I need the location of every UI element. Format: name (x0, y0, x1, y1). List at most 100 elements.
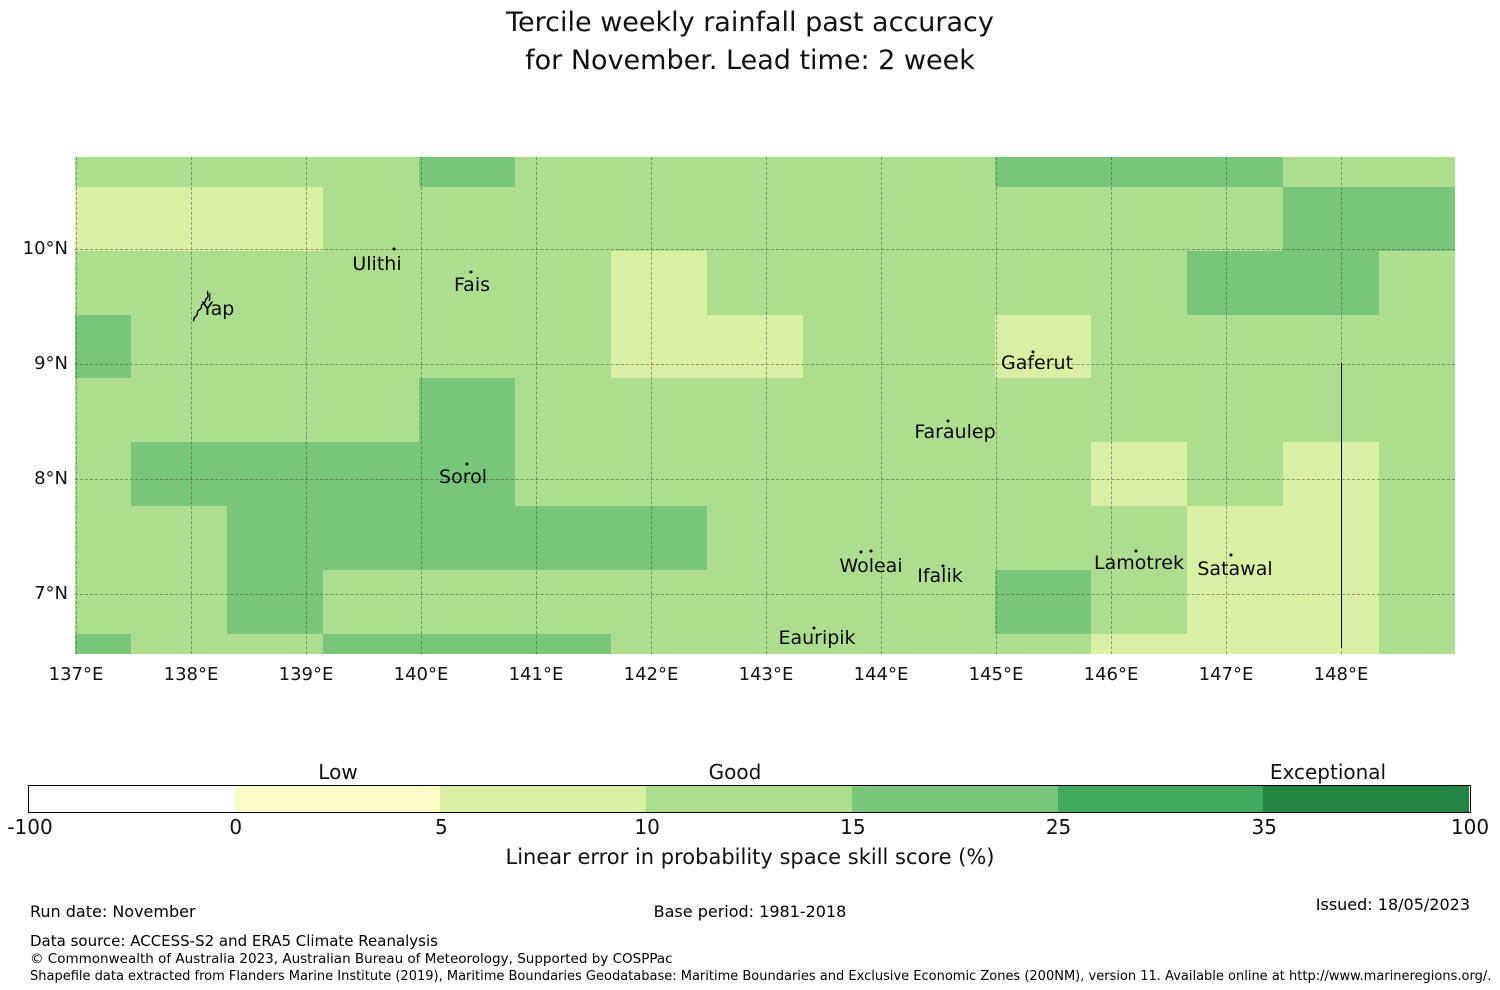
island-label: Satawal (1197, 558, 1273, 580)
map-canvas: Ulithi Fais Yap Gaferut Faraulep Sorol Woleai I… (75, 157, 1455, 654)
grid-cell (1283, 506, 1379, 570)
island-label: Yap (201, 298, 235, 320)
grid-cell (1379, 187, 1455, 251)
grid-cell (707, 315, 803, 378)
colorbar-segment (1057, 786, 1264, 812)
grid-cell (1091, 634, 1187, 654)
grid-cell (419, 378, 515, 442)
grid-cell (611, 506, 707, 570)
island-dot (941, 564, 945, 568)
grid-cell (75, 315, 131, 378)
colorbar-segment (646, 786, 853, 812)
colorbar-tick-label: 35 (1251, 815, 1277, 839)
grid-cell (323, 634, 419, 654)
grid-cell (227, 570, 323, 634)
colorbar-segment (234, 786, 441, 812)
grid-cell (995, 157, 1091, 187)
meridian-gridline (1226, 157, 1227, 654)
grid-cell (227, 187, 323, 251)
grid-cell (995, 570, 1091, 634)
grid-cell (1283, 570, 1379, 634)
run-date-text: Run date: November (30, 902, 196, 921)
colorbar-tick-label: 5 (435, 815, 448, 839)
grid-cell (1187, 634, 1283, 654)
colorbar-segment (440, 786, 647, 812)
colorbar-tick-label: 100 (1450, 815, 1490, 839)
colorbar-segment (29, 786, 236, 812)
grid-cell (995, 315, 1091, 378)
x-tick-label: 146°E (1083, 664, 1139, 685)
grid-cell (1283, 187, 1379, 251)
grid-cell (227, 442, 323, 506)
island-label: Sorol (439, 466, 487, 488)
issued-date-text: Issued: 18/05/2023 (1315, 895, 1470, 914)
colorbar (28, 785, 1471, 813)
island-label: Faraulep (914, 421, 996, 443)
colorbar-segment (851, 786, 1059, 812)
x-tick-label: 143°E (738, 664, 794, 685)
colorbar-tick-label: 10 (634, 815, 660, 839)
island-label: Woleai (839, 555, 903, 577)
figure-title-line2: for November. Lead time: 2 week (525, 45, 975, 76)
grid-cell (1091, 157, 1187, 187)
figure-title-line1: Tercile weekly rainfall past accuracy (506, 7, 994, 38)
grid-cell (75, 634, 131, 654)
y-tick-label: 7°N (34, 583, 68, 604)
island-dot (1134, 549, 1138, 553)
y-tick-label: 8°N (34, 468, 68, 489)
colorbar-tick-label: 0 (229, 815, 243, 839)
island-dot (1229, 553, 1233, 557)
grid-cell (227, 506, 323, 570)
shapefile-note-text: Shapefile data extracted from Flanders M… (30, 969, 1492, 984)
grid-cell (75, 187, 131, 251)
copyright-text: © Commonwealth of Australia 2023, Austra… (30, 951, 673, 967)
island-label: Ulithi (352, 253, 402, 275)
x-tick-label: 145°E (968, 664, 1024, 685)
colorbar-class-label: Exceptional (1269, 760, 1387, 784)
x-tick-label: 148°E (1313, 664, 1369, 685)
meridian-gridline (536, 157, 537, 654)
yap-island-outline (192, 290, 211, 322)
colorbar-tick-label: 15 (840, 815, 866, 839)
grid-cell (1187, 251, 1283, 315)
island-dot (469, 270, 473, 274)
parallel-gridline (75, 594, 1455, 595)
grid-cell (323, 442, 419, 506)
grid-cell (1283, 634, 1379, 654)
x-tick-label: 141°E (508, 664, 564, 685)
y-tick-label: 10°N (22, 238, 68, 259)
figure-title: Tercile weekly rainfall past accuracy fo… (0, 4, 1500, 80)
grid-cell (611, 315, 707, 378)
meridian-gridline (766, 157, 767, 654)
parallel-gridline (75, 479, 1455, 480)
grid-cell (419, 634, 515, 654)
grid-cell (419, 442, 515, 506)
island-label: Lamotrek (1094, 552, 1184, 574)
y-tick-label: 9°N (34, 353, 68, 374)
data-source-text: Data source: ACCESS-S2 and ERA5 Climate … (30, 932, 438, 950)
island-label: Ifalik (917, 565, 963, 587)
meridian-gridline (76, 157, 77, 654)
grid-cell (131, 187, 227, 251)
island-dot (859, 550, 863, 554)
grid-cell (1187, 506, 1283, 570)
grid-cell (1187, 570, 1283, 634)
island-label: Eauripik (778, 627, 856, 649)
grid-cell (515, 506, 611, 570)
colorbar-class-label: Good (708, 760, 762, 784)
island-dot (1031, 350, 1035, 354)
grid-cell (131, 442, 227, 506)
colorbar-tick-label: 25 (1045, 815, 1072, 839)
meridian-gridline (881, 157, 882, 654)
island-dot (812, 626, 816, 630)
parallel-gridline (75, 249, 1455, 250)
grid-cell (1091, 442, 1187, 506)
grid-cell (1187, 157, 1283, 187)
meridian-gridline (1111, 157, 1112, 654)
colorbar-class-label: Low (318, 760, 358, 784)
island-label: Gaferut (1000, 352, 1074, 374)
x-tick-label: 137°E (48, 664, 104, 685)
colorbar-axis-label: Linear error in probability space skill … (505, 845, 995, 869)
grid-cell (515, 634, 611, 654)
meridian-gridline (306, 157, 307, 654)
